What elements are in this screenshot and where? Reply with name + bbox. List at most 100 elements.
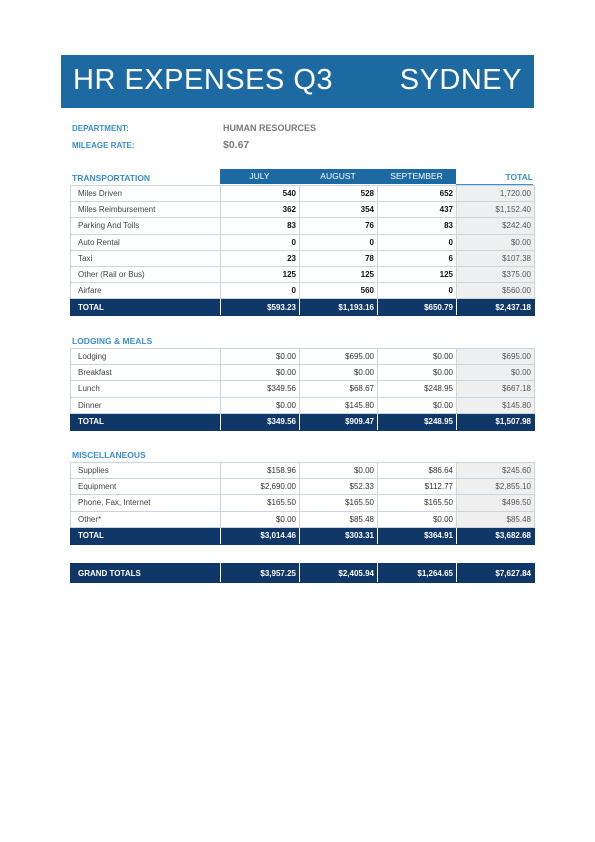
table-row: Lodging $0.00 $695.00 $0.00 $695.00 [70,347,535,366]
grand-total-july: $3,957.25 [220,563,300,583]
cell-total: $0.00 [456,364,535,382]
column-header-september: SEPTEMBER [377,169,456,184]
table-row: Miles Driven 540 528 652 1,720.00 [70,184,535,203]
total-row: TOTAL $593.23 $1,193.16 $650.79 $2,437.18 [70,298,535,317]
cell-july: $349.56 [220,380,300,398]
lodging-table: Lodging $0.00 $695.00 $0.00 $695.00 Breakfast… [70,347,535,431]
cell-september: $0.00 [377,364,457,382]
row-label: Miles Reimbursement [70,201,221,219]
section-title-lodging: LODGING & MEALS [72,336,153,346]
cell-august: 528 [299,184,378,203]
department-label: DEPARTMENT: [72,124,129,133]
cell-september: $0.00 [377,510,457,528]
table-row: Other (Rail or Bus) 125 125 125 $375.00 [70,265,535,284]
cell-july: $0.00 [220,364,300,382]
cell-total: $145.80 [456,396,535,414]
total-september: $248.95 [377,412,457,431]
row-label: Auto Rental [70,233,221,251]
table-row: Dinner $0.00 $145.80 $0.00 $145.80 [70,396,535,414]
row-label: Parking And Tolls [70,217,221,235]
grand-totals-table: GRAND TOTALS $3,957.25 $2,405.94 $1,264.… [70,563,535,583]
cell-total: $695.00 [456,347,535,366]
cell-july: 23 [220,249,300,267]
row-label: Lodging [70,347,221,366]
cell-august: $52.33 [299,478,378,496]
cell-august: $145.80 [299,396,378,414]
cell-total: 1,720.00 [456,184,535,203]
table-row: Auto Rental 0 0 0 $0.00 [70,233,535,251]
cell-september: $0.00 [377,347,457,366]
total-august: $909.47 [299,412,378,431]
total-label: TOTAL [70,526,221,545]
cell-september: $112.77 [377,478,457,496]
table-row: Other* $0.00 $85.48 $0.00 $85.48 [70,510,535,528]
cell-total: $242.40 [456,217,535,235]
report-city: SYDNEY [399,64,522,96]
cell-september: 6 [377,249,457,267]
column-header-total: TOTAL [456,169,533,185]
row-label: Miles Driven [70,184,221,203]
grand-total-overall: $7,627.84 [456,563,535,583]
total-row: TOTAL $3,014.46 $303.31 $364.91 $3,682.68 [70,526,535,545]
row-label: Other (Rail or Bus) [70,265,221,284]
cell-total: $0.00 [456,233,535,251]
row-label: Taxi [70,249,221,267]
cell-august: $0.00 [299,364,378,382]
total-overall: $2,437.18 [456,298,535,317]
cell-total: $85.48 [456,510,535,528]
grand-total-august: $2,405.94 [299,563,378,583]
cell-august: 76 [299,217,378,235]
row-label: Dinner [70,396,221,414]
cell-july: $165.50 [220,494,300,512]
grand-total-september: $1,264.65 [377,563,457,583]
cell-total: $2,855.10 [456,478,535,496]
total-september: $650.79 [377,298,457,317]
cell-august: 560 [299,282,378,300]
table-row: Parking And Tolls 83 76 83 $242.40 [70,217,535,235]
total-label: TOTAL [70,412,221,431]
cell-august: $695.00 [299,347,378,366]
cell-august: $165.50 [299,494,378,512]
cell-september: $86.64 [377,461,457,480]
cell-september: $0.00 [377,396,457,414]
cell-july: 362 [220,201,300,219]
cell-total: $496.50 [456,494,535,512]
table-row: Phone, Fax, Internet $165.50 $165.50 $165.5… [70,494,535,512]
cell-july: 0 [220,233,300,251]
cell-august: 78 [299,249,378,267]
cell-july: 125 [220,265,300,284]
cell-july: $0.00 [220,510,300,528]
cell-august: 354 [299,201,378,219]
table-row: Lunch $349.56 $68.67 $248.95 $667.18 [70,380,535,398]
section-title-transportation: TRANSPORTATION [72,173,151,183]
table-row: Supplies $158.96 $0.00 $86.64 $245.60 [70,461,535,480]
cell-august: 125 [299,265,378,284]
row-label: Supplies [70,461,221,480]
table-row: Airfare 0 560 0 $560.00 [70,282,535,300]
cell-september: 652 [377,184,457,203]
cell-august: $68.67 [299,380,378,398]
total-july: $349.56 [220,412,300,431]
total-august: $303.31 [299,526,378,545]
cell-september: 125 [377,265,457,284]
cell-total: $1,152.40 [456,201,535,219]
cell-september: 437 [377,201,457,219]
department-value: HUMAN RESOURCES [223,123,317,133]
row-label: Equipment [70,478,221,496]
total-row: TOTAL $349.56 $909.47 $248.95 $1,507.98 [70,412,535,431]
grand-totals-label: GRAND TOTALS [70,563,221,583]
cell-july: $0.00 [220,396,300,414]
cell-september: 0 [377,233,457,251]
cell-september: $248.95 [377,380,457,398]
table-row: Miles Reimbursement 362 354 437 $1,152.40 [70,201,535,219]
total-july: $593.23 [220,298,300,317]
column-header-july: JULY [220,169,299,184]
transportation-table: Miles Driven 540 528 652 1,720.00 Miles Reimb… [70,184,535,317]
cell-august: 0 [299,233,378,251]
cell-august: $0.00 [299,461,378,480]
section-title-misc: MISCELLANEOUS [72,450,146,460]
total-overall: $3,682.68 [456,526,535,545]
cell-september: $165.50 [377,494,457,512]
total-july: $3,014.46 [220,526,300,545]
cell-july: $2,690.00 [220,478,300,496]
